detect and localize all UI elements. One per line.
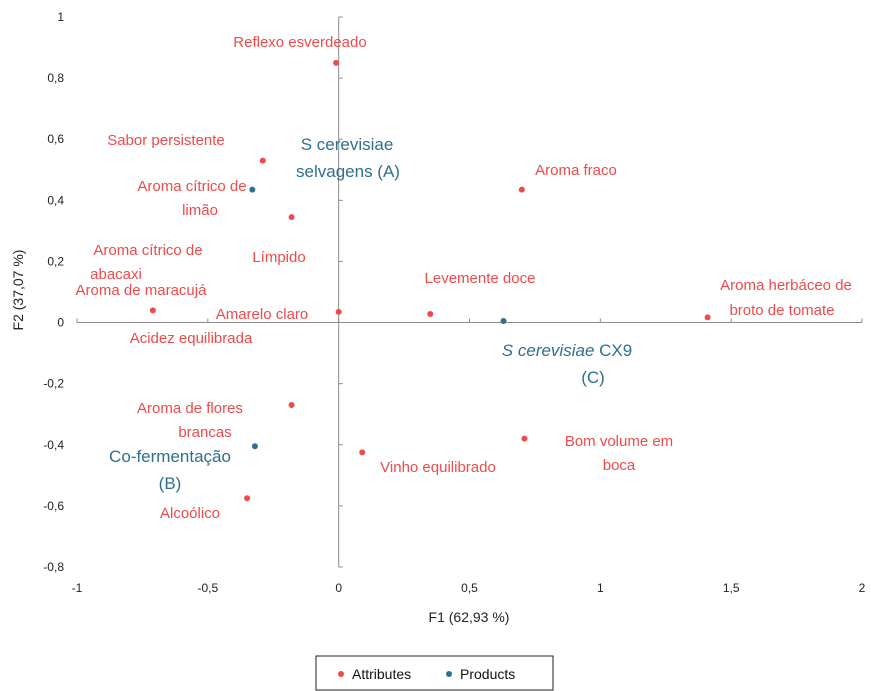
label-aroma-citrico-abacaxi-2: abacaxi [90, 266, 142, 283]
x-tick-label: 1,5 [723, 581, 740, 595]
attribute-point [704, 314, 711, 321]
label-limpido: Límpido [252, 249, 305, 266]
label-product-a-line1: S cerevisiae [301, 135, 394, 154]
label-levemente-doce: Levemente doce [425, 270, 536, 287]
y-tick-label: 0,2 [47, 254, 64, 268]
legend-attributes-marker [338, 671, 344, 677]
label-product-c-species: S cerevisiae [502, 341, 595, 360]
label-bom-volume-2: boca [603, 457, 636, 474]
label-reflexo-esverdeado: Reflexo esverdeado [233, 34, 366, 51]
x-tick-labels: -1 -0,5 0 0,5 1 1,5 2 [72, 581, 866, 595]
product-point [249, 186, 256, 193]
attribute-point [335, 308, 342, 315]
x-tick-label: 0,5 [461, 581, 478, 595]
data-points [149, 59, 711, 502]
label-vinho-equilibrado: Vinho equilibrado [380, 459, 496, 476]
x-tick-label: 1 [597, 581, 604, 595]
label-product-b-line1: Co-fermentação [109, 447, 231, 466]
label-alcoolico: Alcoólico [160, 505, 220, 522]
attribute-point [288, 214, 295, 221]
legend: Attributes Products [315, 655, 554, 691]
y-tick-label: 1 [57, 10, 64, 24]
label-product-c-strain: CX9 [594, 341, 632, 360]
label-aroma-herbaceo-1: Aroma herbáceo de [720, 277, 852, 294]
x-tick-label: -1 [72, 581, 83, 595]
y-tick-label: -0,2 [43, 377, 64, 391]
label-aroma-fraco: Aroma fraco [535, 162, 617, 179]
legend-products-marker [446, 671, 452, 677]
label-aroma-herbaceo-2: broto de tomate [729, 302, 834, 319]
x-axis-title: F1 (62,93 %) [429, 609, 510, 625]
label-product-c-line2: (C) [581, 368, 605, 387]
label-aroma-flores-brancas-1: Aroma de flores [137, 400, 243, 417]
x-tick-label: -0,5 [197, 581, 218, 595]
legend-box [315, 655, 554, 691]
label-sabor-persistente: Sabor persistente [107, 132, 225, 149]
attribute-point [359, 449, 366, 456]
axes [76, 16, 863, 568]
legend-attributes-label: Attributes [352, 666, 411, 682]
label-aroma-maracuja: Aroma de maracujá [76, 282, 208, 299]
y-tick-label: 0,6 [47, 132, 64, 146]
y-tick-label: -0,6 [43, 499, 64, 513]
label-aroma-citrico-abacaxi-1: Aroma cítrico de [93, 242, 202, 259]
attribute-point [521, 435, 528, 442]
x-tick-label: 2 [859, 581, 866, 595]
y-tick-labels: 1 0,8 0,6 0,4 0,2 0 -0,2 -0,4 -0,6 -0,8 [43, 10, 64, 574]
attribute-point [333, 59, 340, 66]
label-acidez-equilibrada: Acidez equilibrada [130, 330, 253, 347]
product-labels: S cerevisiae selvagens (A) S cerevisiae … [109, 135, 632, 493]
legend-products-label: Products [460, 666, 515, 682]
label-aroma-citrico-limao-1: Aroma cítrico de [137, 178, 246, 195]
y-tick-label: 0,8 [47, 71, 64, 85]
y-axis-title: F2 (37,07 %) [10, 250, 26, 331]
label-product-a-line2: selvagens (A) [296, 162, 400, 181]
label-bom-volume-1: Bom volume em [565, 433, 673, 450]
attribute-point [427, 311, 434, 317]
product-point [500, 318, 507, 325]
attribute-labels: Reflexo esverdeado Sabor persistente Aro… [76, 34, 852, 522]
attribute-point [244, 495, 251, 502]
x-tick-label: 0 [335, 581, 342, 595]
y-tick-label: 0 [57, 316, 64, 330]
attribute-point [149, 307, 156, 314]
label-product-b-line2: (B) [159, 474, 182, 493]
attribute-point [518, 186, 525, 193]
y-tick-label: 0,4 [47, 193, 64, 207]
label-aroma-citrico-limao-2: limão [182, 202, 218, 219]
product-point [251, 443, 258, 450]
attribute-point [288, 402, 295, 409]
label-product-c-line1: S cerevisiae CX9 [502, 341, 632, 360]
y-tick-label: -0,4 [43, 438, 64, 452]
y-tick-label: -0,8 [43, 560, 64, 574]
attribute-point [259, 157, 266, 164]
label-amarelo-claro: Amarelo claro [216, 306, 309, 323]
label-aroma-flores-brancas-2: brancas [178, 424, 231, 441]
